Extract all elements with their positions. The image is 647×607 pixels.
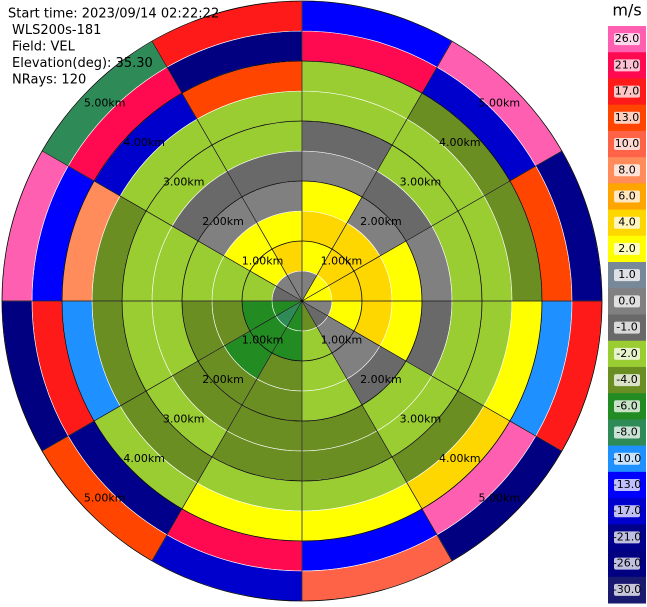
range-label: 1.00km [242, 255, 284, 268]
colorbar-label: -4.0 [616, 373, 637, 386]
header-line: Start time: 2023/09/14 02:22:22 [8, 7, 219, 22]
range-ring [61, 60, 543, 542]
colorbar-label-bg [614, 531, 640, 544]
colorbar-label-bg [614, 111, 640, 124]
radial-line [42, 300, 303, 452]
colorbar-label: 4.0 [618, 216, 636, 229]
colorbar-label-bg [614, 164, 640, 177]
colorbar-label: -1.0 [616, 321, 637, 334]
range-label: 1.00km [242, 333, 284, 346]
colorbar-label-bg [614, 138, 640, 151]
colorbar-label: -13.0 [613, 478, 641, 491]
colorbar-label: 17.0 [615, 85, 640, 98]
colorbar-label: -10.0 [613, 452, 641, 465]
colorbar-label: -30.0 [613, 583, 641, 596]
range-label: 4.00km [439, 452, 481, 465]
colorbar-label: 2.0 [618, 242, 636, 255]
radial-line [301, 41, 453, 302]
colorbar-label-bg [614, 583, 640, 596]
colorbar-label-bg [614, 59, 640, 72]
range-label: 5.00km [478, 97, 520, 110]
colorbar-label: -2.0 [616, 347, 637, 360]
colorbar-label-bg [614, 269, 640, 282]
radial-line [301, 150, 562, 302]
range-ring [181, 180, 423, 422]
range-ring [1, 0, 603, 602]
colorbar-label: 10.0 [615, 137, 640, 150]
range-label: 5.00km [478, 491, 520, 504]
radial-line [151, 300, 303, 561]
colorbar-label-bg [614, 452, 640, 465]
header-line: Field: VEL [12, 40, 76, 55]
radial-line [301, 300, 453, 561]
range-label: 5.00km [84, 97, 126, 110]
range-label: 3.00km [400, 176, 442, 189]
colorbar-label: -17.0 [613, 504, 641, 517]
range-ring [121, 120, 483, 482]
colorbar-label: 8.0 [618, 163, 636, 176]
colorbar-label: -21.0 [613, 530, 641, 543]
colorbar-label: 0.0 [618, 294, 636, 307]
range-label: 2.00km [360, 215, 402, 228]
colorbar-label-bg [614, 242, 640, 255]
colorbar-label: 1.0 [618, 268, 636, 281]
colorbar-label-bg [614, 505, 640, 518]
colorbar-label-bg [614, 374, 640, 387]
range-label: 2.00km [360, 373, 402, 386]
range-label: 1.00km [321, 333, 363, 346]
colorbar-label-bg [614, 321, 640, 334]
header-line: Elevation(deg): 35.30 [12, 56, 153, 71]
header-line: NRays: 120 [12, 73, 86, 88]
colorbar-label: 6.0 [618, 189, 636, 202]
range-label: 5.00km [84, 491, 126, 504]
range-label: 3.00km [400, 412, 442, 425]
range-label: 4.00km [123, 136, 165, 149]
colorbar-label-bg [614, 216, 640, 229]
colorbar-label-bg [614, 85, 640, 98]
radial-line [151, 41, 303, 302]
ppi-field [1, 0, 603, 602]
radial-line [42, 150, 303, 302]
range-label: 3.00km [163, 412, 205, 425]
range-label: 4.00km [439, 136, 481, 149]
colorbar-label-bg [614, 295, 640, 308]
polar-grid [1, 0, 603, 602]
colorbar-label: -8.0 [616, 426, 637, 439]
radial-line [301, 300, 562, 452]
colorbar-label: 13.0 [615, 111, 640, 124]
colorbar-label: -6.0 [616, 399, 637, 412]
range-label: 1.00km [321, 255, 363, 268]
colorbar-label: -26.0 [613, 557, 641, 570]
colorbar-title: m/s [612, 1, 641, 20]
header-line: WLS200s-181 [12, 23, 101, 38]
colorbar-label: 21.0 [615, 58, 640, 71]
range-label: 4.00km [123, 452, 165, 465]
range-label: 2.00km [202, 373, 244, 386]
colorbar: m/s 26.0 21.0 17.0 13.0 10.0 8.0 6.0 4.0 2.0 1.0 0.… [608, 1, 646, 604]
range-label: 3.00km [163, 176, 205, 189]
colorbar-label-bg [614, 557, 640, 570]
colorbar-label: 26.0 [615, 32, 640, 45]
colorbar-label-bg [614, 347, 640, 360]
colorbar-label-bg [614, 400, 640, 413]
colorbar-label-bg [614, 33, 640, 46]
header: Start time: 2023/09/14 02:22:22WLS200s-1… [8, 7, 219, 88]
range-ring [241, 240, 363, 362]
colorbar-label-bg [614, 478, 640, 491]
colorbar-label-bg [614, 426, 640, 439]
range-labels: 1.00km 1.00km 1.00km 1.00km 2.00km 2.00km 2.00… [84, 97, 520, 505]
colorbar-label-bg [614, 190, 640, 203]
range-label: 2.00km [202, 215, 244, 228]
